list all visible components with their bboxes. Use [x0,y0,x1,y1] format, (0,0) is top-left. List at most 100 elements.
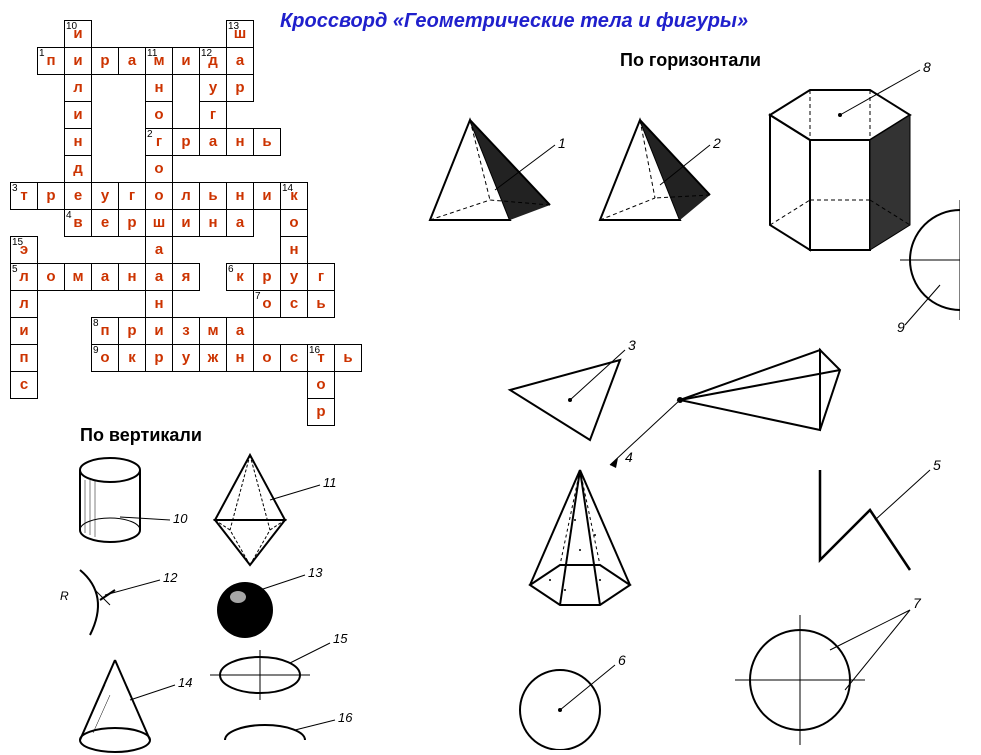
cell-letter: к [128,349,136,366]
crossword-cell: 13ш [227,21,254,48]
crossword-cell: у [281,264,308,291]
cell-number: 15 [12,237,23,248]
crossword-cell: и [65,102,92,129]
cell-letter: р [100,52,109,69]
crossword-cell: е [65,183,92,210]
cell-letter: р [127,214,136,231]
cell-letter: н [235,349,244,366]
horizontal-figures: По горизонтали 1 2 [400,50,960,750]
crossword-cell: ь [200,183,227,210]
cell-number: 12 [201,48,212,59]
cell-letter: н [154,79,163,96]
fig-3-triangle: 3 [510,337,636,440]
crossword-cell: к [119,345,146,372]
fig-hex-pyramid [530,470,630,605]
cell-letter: р [262,268,271,285]
crossword-cell: и [254,183,281,210]
crossword-cell: и [173,48,200,75]
crossword-cell: с [11,372,38,399]
crossword-cell: м [200,318,227,345]
crossword-cell: и [11,318,38,345]
crossword-cell: г [308,264,335,291]
fig-8-hex-prism: 8 [770,59,931,250]
crossword-cell: м [65,264,92,291]
cell-number: 8 [93,318,99,329]
crossword-cell: е [92,210,119,237]
svg-text:9: 9 [897,319,905,335]
svg-text:3: 3 [628,337,636,353]
cell-number: 7 [255,291,261,302]
cell-letter: г [318,268,324,285]
crossword-cell: р [38,183,65,210]
fig-13-sphere: 13 [217,565,323,638]
cell-letter: г [156,133,162,150]
svg-text:12: 12 [163,570,178,585]
cell-letter: д [73,160,83,177]
fig-7-axes-circle: 7 [735,595,922,745]
cell-letter: а [155,268,163,285]
crossword-cell: н [146,75,173,102]
crossword-cell: 15э [11,237,38,264]
fig-4-vertex: 4 [610,350,840,468]
cell-letter: и [73,52,82,69]
crossword-cell: 11м [146,48,173,75]
cell-letter: а [155,241,163,258]
crossword-cell: 2г [146,129,173,156]
crossword-cell: я [173,264,200,291]
cell-letter: о [316,376,325,393]
cell-letter: а [236,214,244,231]
crossword-cell: у [173,345,200,372]
cell-number: 2 [147,129,153,140]
fig-11-polygon: 11 [215,455,337,565]
crossword-cell: ж [200,345,227,372]
crossword-cell: а [146,264,173,291]
crossword-cell: у [92,183,119,210]
cell-letter: л [181,187,191,204]
svg-text:15: 15 [333,631,348,646]
crossword-cell: с [281,291,308,318]
cell-letter: у [290,268,298,285]
cell-number: 9 [93,345,99,356]
cell-letter: н [289,241,298,258]
cell-letter: и [154,322,163,339]
crossword-cell: л [65,75,92,102]
cell-letter: п [19,349,28,366]
cell-letter: н [208,214,217,231]
crossword-cell: а [227,210,254,237]
svg-text:1: 1 [558,135,566,151]
cell-letter: о [154,187,163,204]
cell-number: 10 [66,21,77,32]
cell-letter: р [154,349,163,366]
cell-letter: е [74,187,82,204]
fig-6-circle: 6 [520,652,626,750]
crossword-cell: 16т [308,345,335,372]
cell-letter: ь [343,349,352,366]
cell-letter: у [101,187,109,204]
svg-text:R: R [60,589,69,603]
cell-letter: а [209,133,217,150]
cell-letter: ж [208,349,219,366]
crossword-cell: н [146,291,173,318]
cell-letter: у [182,349,190,366]
cell-letter: и [181,52,190,69]
cell-letter: г [210,106,216,123]
svg-text:13: 13 [308,565,323,580]
cell-letter: р [127,322,136,339]
cell-letter: п [100,322,109,339]
crossword-cell: р [92,48,119,75]
crossword-cell: и [65,48,92,75]
cell-letter: о [154,106,163,123]
fig-10-cylinder: 10 [80,458,188,542]
crossword-cell: 7о [254,291,281,318]
cell-letter: з [182,322,189,339]
cell-letter: ь [208,187,217,204]
fig-2-pyramid: 2 [600,120,721,220]
crossword-cell: н [119,264,146,291]
cell-letter: а [236,52,244,69]
cell-letter: я [182,268,191,285]
crossword-cell: н [227,345,254,372]
fig-12-arc: 12 R [60,570,178,635]
cell-letter: н [73,133,82,150]
crossword-cell: о [254,345,281,372]
crossword-cell: п [11,345,38,372]
